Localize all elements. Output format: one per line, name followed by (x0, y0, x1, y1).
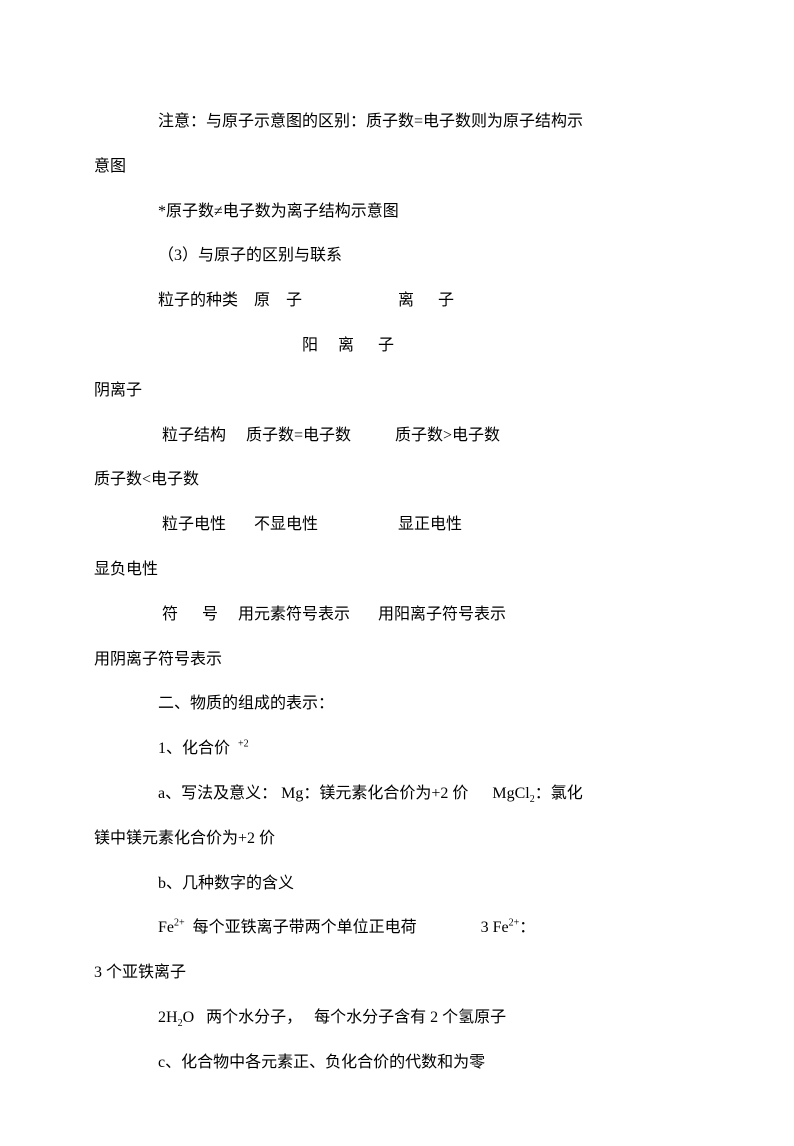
text-line: 镁中镁元素化合价为+2 价 (94, 817, 700, 862)
text-line: 意图 (94, 145, 700, 190)
text-line: c、化合物中各元素正、负化合价的代数和为零 (94, 1041, 700, 1086)
text-line: 粒子电性 不显电性 显正电性 (94, 503, 700, 548)
text-line: Fe2+ 每个亚铁离子带两个单位正电荷 3 Fe2+： (94, 906, 700, 951)
text-line: 阴离子 (94, 369, 700, 414)
text-line: 粒子结构 质子数=电子数 质子数>电子数 (94, 414, 700, 459)
text-line: 3 个亚铁离子 (94, 951, 700, 996)
text-line: *原子数≠电子数为离子结构示意图 (94, 190, 700, 235)
text-line: 显负电性 (94, 548, 700, 593)
text-line: b、几种数字的含义 (94, 862, 700, 907)
text-line: 符 号 用元素符号表示 用阳离子符号表示 (94, 593, 700, 638)
text-run: O 两个水分子， 每个水分子含有 2 个氢原子 (183, 1009, 507, 1026)
text-line: （3）与原子的区别与联系 (94, 234, 700, 279)
text-run: Fe (158, 919, 174, 936)
text-line: 注意：与原子示意图的区别：质子数=电子数则为原子结构示 (94, 100, 700, 145)
text-line: 用阴离子符号表示 (94, 638, 700, 683)
text-run: ：氯化 (535, 785, 583, 802)
text-line: 2H2O 两个水分子， 每个水分子含有 2 个氢原子 (94, 996, 700, 1041)
text-run: a、写法及意义： Mg：镁元素化合价为+2 价 MgCl (158, 785, 530, 802)
text-run: 2H (158, 1009, 178, 1026)
text-line: 粒子的种类 原 子 离 子 (94, 279, 700, 324)
text-line: 1、化合价 +2 (94, 727, 700, 772)
superscript: +2 (238, 739, 249, 750)
text-line: 质子数<电子数 (94, 458, 700, 503)
text-run: 每个亚铁离子带两个单位正电荷 3 Fe (185, 919, 509, 936)
text-run: ： (519, 919, 535, 936)
superscript: 2+ (509, 918, 520, 929)
text-run: 1、化合价 (158, 740, 238, 757)
text-line: a、写法及意义： Mg：镁元素化合价为+2 价 MgCl2：氯化 (94, 772, 700, 817)
superscript: 2+ (174, 918, 185, 929)
text-line: 二、物质的组成的表示： (94, 682, 700, 727)
document-page: 注意：与原子示意图的区别：质子数=电子数则为原子结构示 意图 *原子数≠电子数为… (0, 0, 794, 1146)
text-line: 阳 离 子 (94, 324, 700, 369)
